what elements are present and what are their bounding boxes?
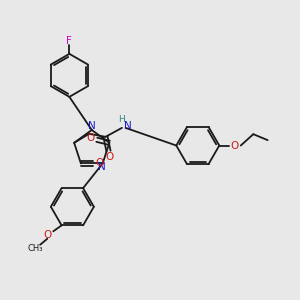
Text: N: N [124, 122, 132, 131]
Text: O: O [96, 158, 104, 169]
Text: CH₃: CH₃ [28, 244, 43, 253]
Text: F: F [66, 36, 72, 46]
Text: O: O [87, 133, 95, 143]
Text: O: O [231, 140, 239, 151]
Text: O: O [43, 230, 51, 240]
Text: N: N [88, 122, 96, 131]
Text: N: N [98, 162, 106, 172]
Text: O: O [105, 152, 113, 162]
Text: H: H [118, 115, 125, 124]
